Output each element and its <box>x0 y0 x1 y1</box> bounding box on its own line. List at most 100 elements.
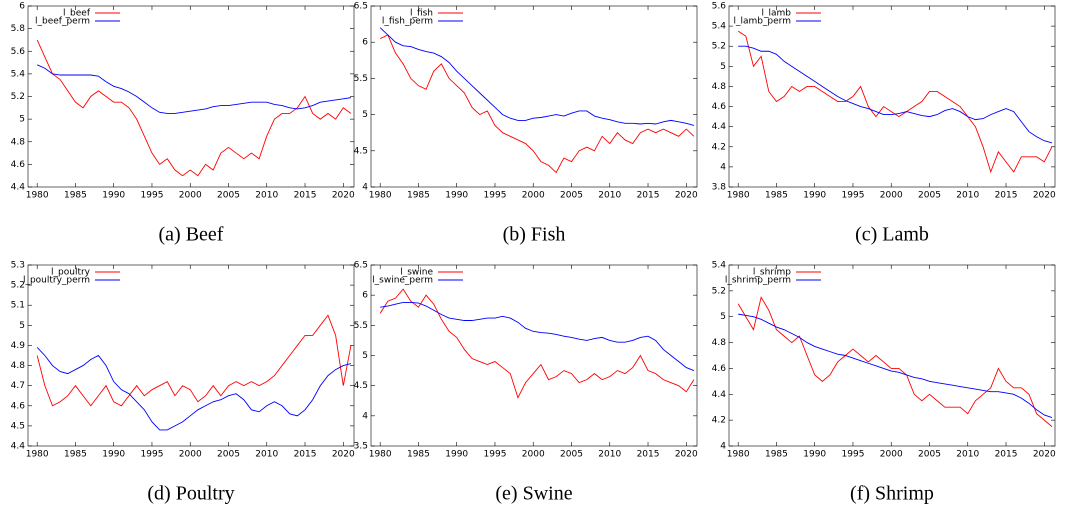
x-tick-label: 2015 <box>637 191 660 201</box>
caption: (b) Fish <box>503 224 566 246</box>
y-tick-label: 4.5 <box>354 146 368 156</box>
y-tick-label: 4 <box>720 162 726 172</box>
legend-label: l_swine <box>400 268 433 278</box>
y-tick-label: 4.4 <box>712 390 727 400</box>
series-line <box>380 301 695 371</box>
y-tick-label: 5.4 <box>11 69 26 79</box>
y-tick-label: 4.6 <box>712 364 727 374</box>
plot-frame <box>27 264 355 447</box>
x-tick-label: 1990 <box>102 191 125 201</box>
y-tick-label: 5 <box>19 321 25 331</box>
caption: (a) Beef <box>159 224 224 246</box>
x-tick-label: 2010 <box>598 450 621 460</box>
x-tick-label: 1980 <box>369 191 392 201</box>
x-tick-label: 1995 <box>842 450 865 460</box>
x-tick-label: 1990 <box>803 191 826 201</box>
caption: (e) Swine <box>495 483 572 505</box>
y-tick-label: 5.2 <box>712 286 726 296</box>
x-tick-label: 2010 <box>255 191 278 201</box>
y-tick-label: 4.8 <box>712 82 727 92</box>
x-tick-label: 1995 <box>484 450 507 460</box>
y-tick-label: 5.6 <box>11 47 26 57</box>
plot-frame <box>370 264 698 447</box>
x-tick-label: 2010 <box>598 191 621 201</box>
y-tick-label: 4.8 <box>11 361 26 371</box>
x-tick-label: 2000 <box>880 450 903 460</box>
x-tick-label: 2010 <box>956 450 979 460</box>
legend-label: l_poultry <box>51 268 91 278</box>
x-tick-label: 2015 <box>294 191 317 201</box>
x-tick-label: 2005 <box>217 191 240 201</box>
y-tick-label: 4.4 <box>11 183 26 193</box>
series-line <box>36 39 352 177</box>
y-tick-label: 6 <box>362 38 368 48</box>
y-tick-label: 4.6 <box>712 102 727 112</box>
plot-frame <box>728 264 1056 447</box>
legend-label: l_poultry_perm <box>23 276 90 286</box>
x-tick-label: 1980 <box>727 450 750 460</box>
legend-label: l_beef <box>63 9 91 19</box>
x-tick-label: 1990 <box>445 191 468 201</box>
x-tick-label: 2015 <box>637 450 660 460</box>
y-tick-label: 4.2 <box>712 416 726 426</box>
x-tick-label: 2005 <box>918 191 941 201</box>
x-tick-label: 1985 <box>765 450 788 460</box>
y-tick-label: 4.9 <box>11 341 26 351</box>
x-tick-label: 2000 <box>522 450 545 460</box>
x-tick-label: 1980 <box>26 191 49 201</box>
x-tick-label: 2005 <box>560 191 583 201</box>
y-tick-label: 4.6 <box>11 401 26 411</box>
y-tick-label: 6 <box>362 291 368 301</box>
caption: (f) Shrimp <box>850 483 934 505</box>
x-tick-label: 1995 <box>484 191 507 201</box>
x-tick-label: 1995 <box>842 191 865 201</box>
x-tick-label: 2020 <box>1033 191 1056 201</box>
plot-frame <box>370 5 698 188</box>
y-tick-label: 5.1 <box>11 301 25 311</box>
legend-label: l_lamb <box>762 9 792 19</box>
series-line <box>36 347 352 431</box>
y-tick-label: 5 <box>362 351 368 361</box>
x-tick-label: 1995 <box>141 191 164 201</box>
y-tick-label: 5.5 <box>354 74 368 84</box>
y-tick-label: 4.7 <box>11 381 25 391</box>
x-tick-label: 2015 <box>294 450 317 460</box>
x-tick-label: 2000 <box>179 191 202 201</box>
x-tick-label: 2020 <box>332 191 355 201</box>
y-tick-label: 4 <box>720 442 726 452</box>
x-tick-label: 1990 <box>102 450 125 460</box>
x-tick-label: 2005 <box>918 450 941 460</box>
y-tick-label: 5.6 <box>712 2 727 12</box>
y-tick-label: 5.2 <box>11 281 25 291</box>
x-tick-label: 1980 <box>26 450 49 460</box>
legend-label: l_lamb_perm <box>733 17 791 27</box>
x-tick-label: 2020 <box>675 191 698 201</box>
y-tick-label: 4 <box>362 411 368 421</box>
series-line <box>738 313 1053 418</box>
legend-label: l_swine_perm <box>372 276 433 286</box>
x-tick-label: 1985 <box>64 191 87 201</box>
legend-label: l_shrimp_perm <box>725 276 791 286</box>
caption: (c) Lamb <box>855 224 929 246</box>
y-tick-label: 4.8 <box>712 338 727 348</box>
series-line <box>36 64 352 114</box>
x-tick-label: 1985 <box>64 450 87 460</box>
series-line <box>379 34 695 174</box>
x-tick-label: 1980 <box>727 191 750 201</box>
x-tick-label: 1990 <box>803 450 826 460</box>
y-tick-label: 5 <box>19 115 25 125</box>
y-tick-label: 3.5 <box>354 442 368 452</box>
y-tick-label: 6 <box>19 2 25 12</box>
caption: (d) Poultry <box>147 483 234 505</box>
x-tick-label: 2015 <box>995 450 1018 460</box>
y-tick-label: 4.5 <box>354 381 368 391</box>
y-tick-label: 4.4 <box>11 442 26 452</box>
x-tick-label: 1985 <box>765 191 788 201</box>
y-tick-label: 4.6 <box>11 160 26 170</box>
x-tick-label: 2000 <box>179 450 202 460</box>
y-tick-label: 4.2 <box>712 142 726 152</box>
x-tick-label: 2000 <box>522 191 545 201</box>
y-tick-label: 4.4 <box>712 122 727 132</box>
x-tick-label: 2005 <box>560 450 583 460</box>
x-tick-label: 1980 <box>369 450 392 460</box>
